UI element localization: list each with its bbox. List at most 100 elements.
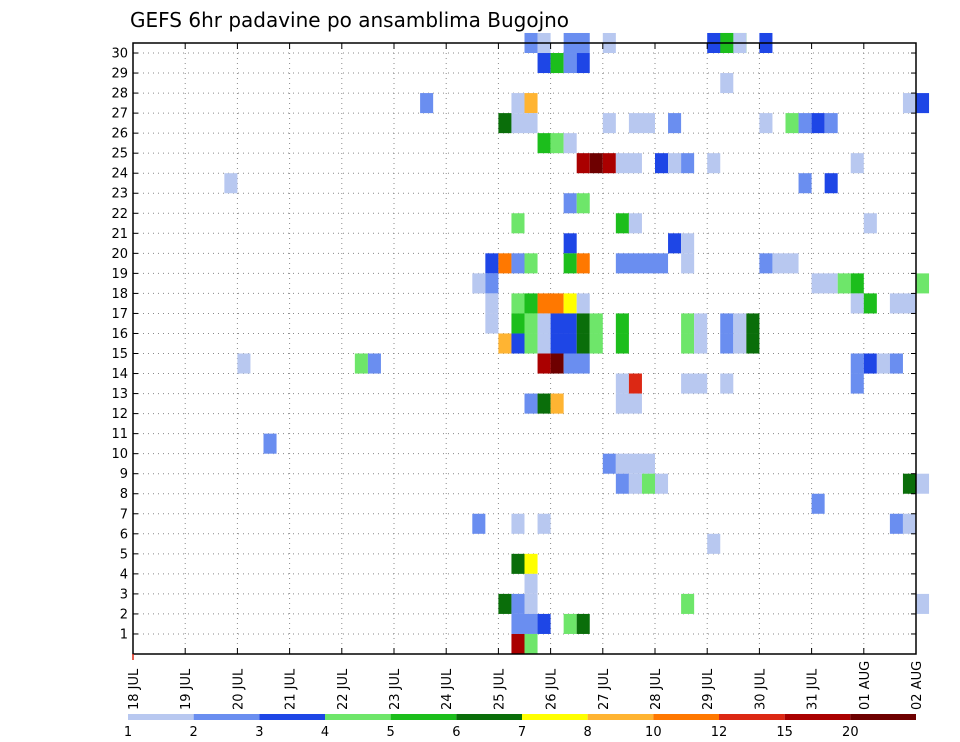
heatmap-cell [563, 613, 577, 634]
heatmap-cell [550, 53, 564, 74]
x-tick-label: 19 JUL [179, 668, 194, 710]
heatmap-cell [720, 313, 734, 334]
y-tick-label: 13 [111, 387, 128, 402]
heatmap-cell [511, 593, 525, 614]
heatmap-cell [537, 393, 551, 414]
heatmap-cell [628, 373, 642, 394]
heatmap-cell [524, 93, 538, 114]
y-tick-label: 8 [120, 487, 128, 502]
x-tick-label: 21 JUL [284, 668, 299, 710]
heatmap-cell [524, 633, 538, 654]
colorbar-label: 2 [190, 725, 198, 740]
x-tick-label: 18 JUL [127, 668, 142, 710]
heatmap-cell [485, 273, 499, 294]
colorbar-label: 4 [321, 725, 329, 740]
heatmap-cell [498, 113, 512, 134]
heatmap-cell [824, 113, 838, 134]
heatmap-cell [615, 313, 629, 334]
heatmap-cell [563, 193, 577, 214]
x-tick-label: 25 JUL [492, 668, 507, 710]
heatmap-cell [746, 313, 760, 334]
x-tick-label: 24 JUL [440, 668, 455, 710]
heatmap-cell [837, 273, 851, 294]
heatmap-cell [550, 393, 564, 414]
heatmap-cell [720, 373, 734, 394]
heatmap-cell [850, 293, 864, 314]
heatmap-cell [720, 333, 734, 354]
x-tick-label: 23 JUL [388, 668, 403, 710]
heatmap-cell [563, 353, 590, 374]
heatmap-cell [759, 253, 773, 274]
heatmap-cell [889, 353, 903, 374]
heatmap-cell [511, 553, 525, 574]
y-tick-label: 21 [111, 227, 128, 242]
heatmap-cell [628, 473, 642, 494]
heatmap-cell [615, 153, 642, 174]
heatmap-cell [681, 233, 695, 254]
colorbar-swatch [653, 714, 719, 720]
heatmap-cell [563, 53, 577, 74]
heatmap-cell [511, 313, 525, 334]
heatmap-cell [863, 213, 877, 234]
heatmap-cell [537, 133, 551, 154]
colorbar-label: 7 [518, 725, 526, 740]
heatmap-cell [537, 293, 564, 314]
y-tick-label: 20 [111, 247, 128, 262]
heatmap-cell [811, 113, 825, 134]
colorbar-swatch [259, 714, 325, 720]
x-tick-label: 02 AUG [910, 661, 925, 710]
heatmap-cell [668, 233, 682, 254]
heatmap-cell [681, 593, 695, 614]
heatmap-cell [498, 333, 512, 354]
heatmap-cell [785, 113, 799, 134]
heatmap-cell [537, 333, 551, 354]
y-tick-label: 27 [111, 107, 128, 122]
heatmap-cell [550, 133, 564, 154]
heatmap-cell [511, 213, 525, 234]
heatmap-cell [511, 613, 538, 634]
colorbar-swatch [587, 714, 654, 720]
heatmap-cell [772, 253, 799, 274]
colorbar-swatch [456, 714, 522, 720]
y-tick-label: 2 [120, 607, 128, 622]
heatmap-cell [733, 333, 747, 354]
heatmap-cell [524, 393, 538, 414]
heatmap-cell [668, 153, 682, 174]
heatmap-cells [224, 32, 930, 654]
heatmap-cell [628, 213, 642, 234]
heatmap-cell [876, 353, 890, 374]
y-tick-label: 6 [120, 527, 128, 542]
y-tick-label: 17 [111, 307, 128, 322]
heatmap-cell [759, 113, 773, 134]
heatmap-cell [550, 333, 577, 354]
heatmap-cell [563, 133, 577, 154]
y-tick-label: 7 [120, 507, 128, 522]
x-tick-label: 31 JUL [806, 668, 821, 710]
heatmap-cell [850, 373, 864, 394]
heatmap-cell [746, 333, 760, 354]
y-tick-label: 1 [120, 627, 128, 642]
y-tick-label: 9 [120, 467, 128, 482]
colorbar-label: 5 [387, 725, 395, 740]
heatmap-cell [707, 533, 721, 554]
x-tick-label: 22 JUL [336, 668, 351, 710]
heatmap-cell [615, 253, 669, 274]
colorbar-label: 20 [842, 725, 859, 740]
y-tick-label: 22 [111, 207, 128, 222]
y-tick-label: 3 [120, 587, 128, 602]
colorbar-swatch [193, 714, 260, 720]
heatmap-cell [524, 553, 538, 574]
heatmap-cell [498, 253, 512, 274]
heatmap-cell [263, 433, 277, 454]
heatmap-cell [863, 353, 877, 374]
heatmap-cell [550, 313, 577, 334]
heatmap-cell [511, 513, 525, 534]
y-tick-label: 23 [111, 187, 128, 202]
heatmap-cell [420, 93, 434, 114]
heatmap-cell [224, 173, 238, 194]
chart-title: GEFS 6hr padavine po ansamblima Bugojno [130, 8, 569, 32]
heatmap-cell [602, 153, 616, 174]
colorbar-legend: 1 2 3 4 5 6 7 8 10 12 15 20 [124, 714, 916, 740]
heatmap-cell [811, 493, 825, 514]
